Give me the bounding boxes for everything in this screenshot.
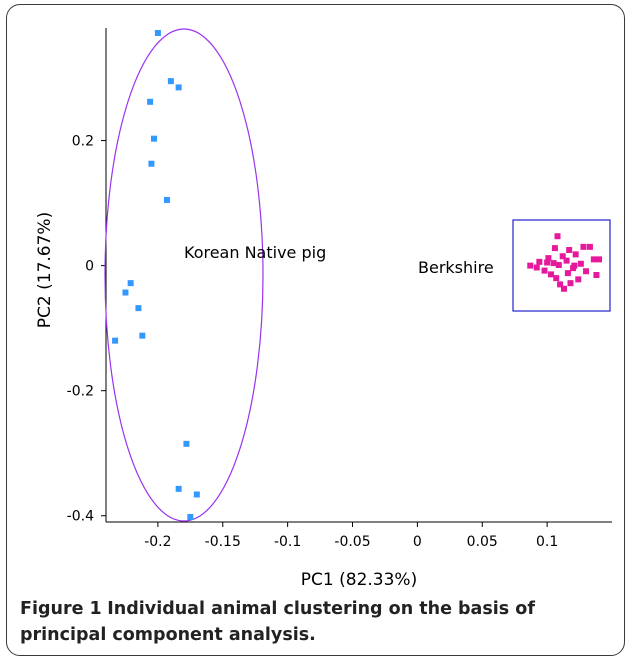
x-tick-label: -0.2 [144,534,171,550]
berkshire-point [560,285,567,292]
y-tick-label: -0.4 [67,509,94,525]
data-points [112,30,603,520]
berkshire-point [555,261,562,268]
pca-scatter-chart: -0.2 -0.15 -0.1 -0.05 0 0.05 0.1 -0.4-0.200.2 … [35,28,612,590]
korean-native-point [167,78,174,85]
korean-native-point [193,491,200,498]
berkshire-point [571,262,578,269]
berkshire-point [577,260,584,267]
berkshire-point [590,256,597,263]
x-ticks: -0.2 -0.15 -0.1 -0.05 0 0.05 0.1 [144,522,558,550]
korean-native-point [147,98,154,105]
berkshire-point [541,267,548,274]
x-tick-label: 0.05 [467,534,498,550]
korean-native-label: Korean Native pig [184,243,326,262]
y-axis-label: PC2 (17.67%) [35,212,55,328]
korean-native-point [187,513,194,520]
y-tick-label: 0.2 [72,134,94,150]
korean-native-point [175,485,182,492]
berkshire-point [533,264,540,271]
berkshire-point [563,257,570,264]
berkshire-point [551,245,558,252]
y-tick-label: -0.2 [67,384,94,400]
x-tick-label: 0 [413,534,422,550]
korean-native-point [127,280,134,287]
berkshire-point [559,253,566,260]
berkshire-point [583,268,590,275]
berkshire-point [550,260,557,267]
berkshire-point [580,243,587,250]
korean-native-point [112,337,119,344]
berkshire-point [564,270,571,277]
berkshire-point [572,251,579,258]
x-tick-label: -0.15 [205,534,241,550]
berkshire-point [553,275,560,282]
figure-caption: Figure 1 Individual animal clustering on… [20,596,620,648]
korean-native-point [154,30,161,37]
berkshire-point [544,259,551,266]
berkshire-point [527,262,534,269]
berkshire-point [545,255,552,262]
korean-native-point [183,440,190,447]
berkshire-point [567,280,574,287]
y-tick-label: 0 [85,259,94,275]
berkshire-label: Berkshire [418,258,494,277]
berkshire-point [596,256,603,263]
y-ticks: -0.4 -0.2 0 0.2 [67,134,106,525]
korean-native-point [135,305,142,312]
korean-native-point [148,160,155,167]
figure-frame [6,4,625,656]
cluster-shapes [104,28,611,522]
korean-native-point [151,135,158,142]
figure-caption-text: Individual animal clustering on the basi… [20,599,535,645]
berkshire-point [586,243,593,250]
berkshire-point [593,272,600,278]
korean-native-point [175,84,182,91]
berkshire-point [536,258,543,265]
x-tick-label: -0.05 [334,534,370,550]
x-axis-label: PC1 (82.33%) [301,570,417,590]
figure-caption-label: Figure 1 [20,599,102,619]
axes [105,28,612,523]
korean-native-point [122,289,129,296]
berkshire-point [548,271,555,278]
x-tick-label: -0.1 [274,534,301,550]
korean-native-ellipse [104,28,264,522]
berkshire-point [575,276,582,283]
berkshire-box [512,219,611,312]
korean-native-point [163,196,170,203]
korean-native-point [139,332,146,339]
x-tick-label: 0.1 [536,534,558,550]
berkshire-point [557,281,564,288]
berkshire-point [554,233,561,240]
berkshire-point [566,246,573,253]
